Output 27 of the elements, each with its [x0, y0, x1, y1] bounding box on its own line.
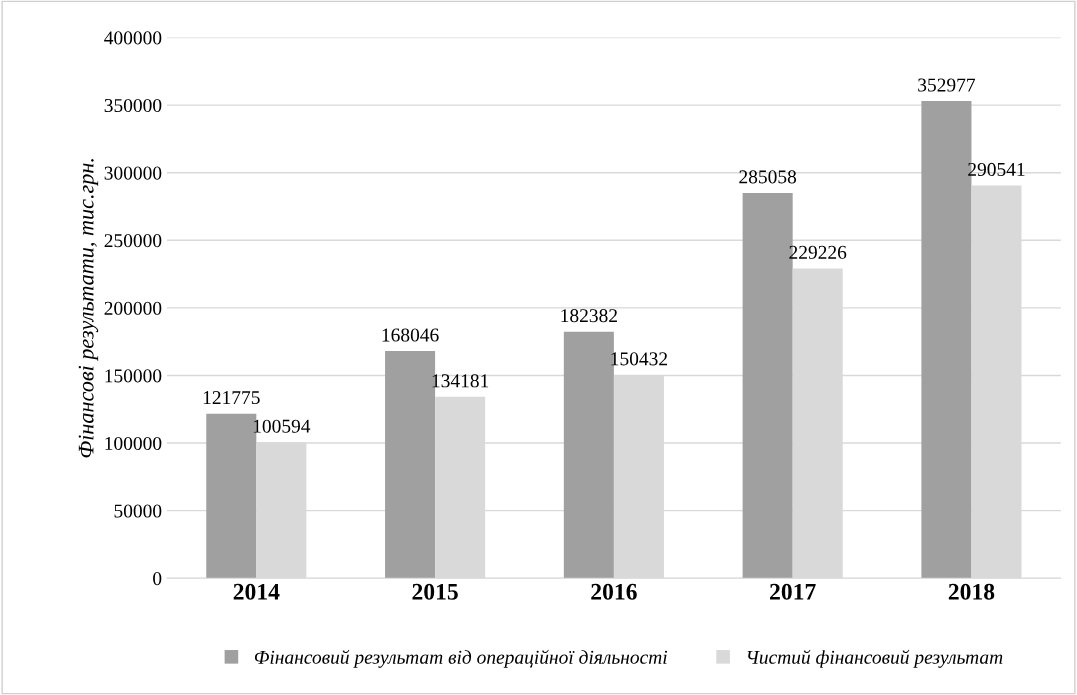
legend-label: Фінансовий результат від операційної діяльності [254, 649, 668, 668]
data-label: 134181 [432, 374, 489, 388]
data-label: 229226 [789, 245, 847, 259]
x-tick-label: 2015 [412, 583, 458, 600]
data-label: 121775 [203, 391, 260, 405]
data-label: 290541 [968, 162, 1025, 176]
y-tick-label: 50000 [114, 504, 162, 518]
y-axis-title: Фінансові результати, тис.грн. [78, 159, 99, 458]
y-tick-label: 350000 [104, 98, 162, 113]
data-label: 285058 [739, 170, 797, 184]
data-label: 352977 [918, 78, 976, 92]
x-tick-label: 2016 [591, 583, 637, 600]
y-tick-label: 150000 [105, 369, 162, 383]
x-tick-label: 2014 [233, 583, 280, 600]
data-label: 100594 [253, 419, 311, 433]
y-tick-label: 400000 [104, 31, 162, 45]
y-tick-label: 250000 [104, 234, 162, 248]
y-tick-label: 0 [153, 572, 162, 586]
y-tick-label: 100000 [105, 436, 162, 450]
data-label: 150432 [611, 352, 668, 366]
y-tick-label: 200000 [104, 301, 162, 315]
x-tick-label: 2018 [948, 583, 995, 600]
data-label: 168046 [382, 328, 439, 342]
x-tick-label: 2017 [770, 583, 816, 600]
data-label: 182382 [561, 309, 617, 323]
legend-label: Чистий фінансовий результат [747, 649, 1003, 668]
y-tick-label: 300000 [104, 166, 162, 180]
